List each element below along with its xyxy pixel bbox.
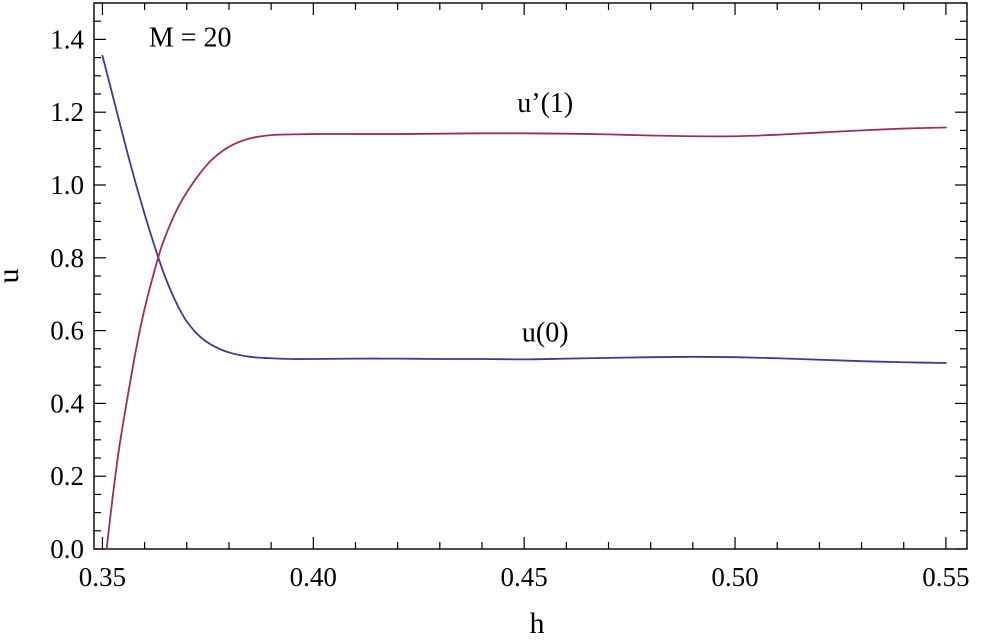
y-axis: 0.0 0.2 0.4 0.6 0.8 1.0 1.2 1.4 xyxy=(50,2,967,564)
annotation-u0-label: u(0) xyxy=(522,318,569,349)
series-line-du1 xyxy=(105,126,947,550)
annotations: M = 20 u’(1) u(0) xyxy=(149,23,573,349)
y-tick-label: 1.0 xyxy=(50,170,84,200)
x-tick-label: 0.40 xyxy=(290,562,337,592)
annotation-du1-label: u’(1) xyxy=(517,88,573,119)
y-tick-label: 1.2 xyxy=(50,97,84,127)
x-axis-title: h xyxy=(530,607,545,640)
x-tick-label: 0.50 xyxy=(711,562,758,592)
y-tick-label: 0.2 xyxy=(50,461,84,491)
y-tick-label: 0.6 xyxy=(50,316,84,346)
x-axis: 0.35 0.40 0.45 0.50 0.55 xyxy=(79,3,970,592)
y-axis-title: u xyxy=(0,269,25,284)
x-tick-label: 0.55 xyxy=(922,562,969,592)
y-tick-label: 0.8 xyxy=(50,243,84,273)
annotation-m-value: M = 20 xyxy=(149,23,232,54)
y-tick-label: 0.0 xyxy=(50,534,84,564)
series-line-u0 xyxy=(101,54,947,364)
y-tick-label: 0.4 xyxy=(50,388,84,418)
x-tick-label: 0.45 xyxy=(501,562,548,592)
series-layer xyxy=(101,54,947,550)
plot-frame xyxy=(93,2,968,550)
x-tick-label: 0.35 xyxy=(79,562,126,592)
y-tick-label: 1.4 xyxy=(50,24,84,54)
